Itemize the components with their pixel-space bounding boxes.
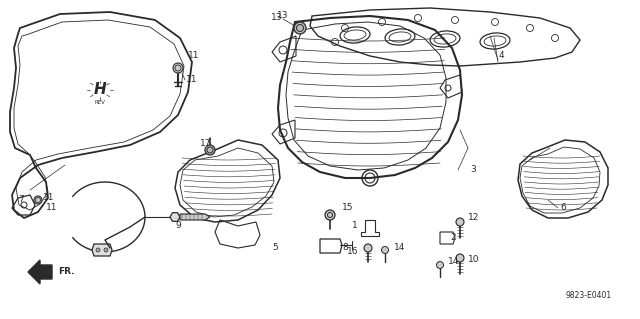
Text: 9: 9 xyxy=(175,220,180,229)
Text: FR.: FR. xyxy=(58,268,74,277)
Circle shape xyxy=(456,254,464,262)
Circle shape xyxy=(364,244,372,252)
Circle shape xyxy=(104,248,108,252)
Circle shape xyxy=(294,22,306,34)
Polygon shape xyxy=(170,213,180,221)
Text: 11: 11 xyxy=(46,204,58,212)
Text: 15: 15 xyxy=(342,204,353,212)
Circle shape xyxy=(381,247,388,254)
Circle shape xyxy=(96,248,100,252)
Text: 1: 1 xyxy=(352,220,358,229)
Circle shape xyxy=(456,218,464,226)
Polygon shape xyxy=(180,214,210,220)
Circle shape xyxy=(325,210,335,220)
Circle shape xyxy=(436,262,444,269)
Text: 4: 4 xyxy=(499,50,504,60)
Text: 6: 6 xyxy=(560,204,566,212)
Text: 14: 14 xyxy=(448,257,460,266)
Text: 13: 13 xyxy=(276,11,288,19)
Circle shape xyxy=(173,63,183,73)
Text: 17: 17 xyxy=(200,138,211,147)
Text: 13: 13 xyxy=(271,13,282,23)
Polygon shape xyxy=(28,260,52,284)
Circle shape xyxy=(34,196,42,204)
Text: 2: 2 xyxy=(450,234,456,242)
Text: 16: 16 xyxy=(346,248,358,256)
Text: H: H xyxy=(93,83,106,98)
Text: 14: 14 xyxy=(394,243,405,253)
Text: REV: REV xyxy=(95,100,106,106)
Text: 11: 11 xyxy=(43,194,54,203)
Text: 8: 8 xyxy=(342,243,348,253)
Text: 3: 3 xyxy=(470,166,476,174)
Polygon shape xyxy=(92,244,112,256)
Circle shape xyxy=(205,145,215,155)
Text: 5: 5 xyxy=(272,243,278,253)
Text: 11: 11 xyxy=(188,50,200,60)
Text: 9823-E0401: 9823-E0401 xyxy=(565,292,611,300)
Text: 7: 7 xyxy=(18,196,24,204)
Text: 12: 12 xyxy=(468,213,479,222)
Text: 10: 10 xyxy=(468,256,479,264)
Text: 11: 11 xyxy=(186,76,198,85)
